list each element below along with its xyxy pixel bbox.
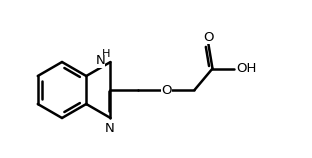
Text: O: O: [161, 83, 172, 97]
Text: N: N: [95, 55, 105, 67]
Text: H: H: [102, 49, 111, 59]
Text: OH: OH: [236, 62, 257, 75]
Text: O: O: [203, 31, 213, 44]
Text: N: N: [105, 122, 115, 134]
